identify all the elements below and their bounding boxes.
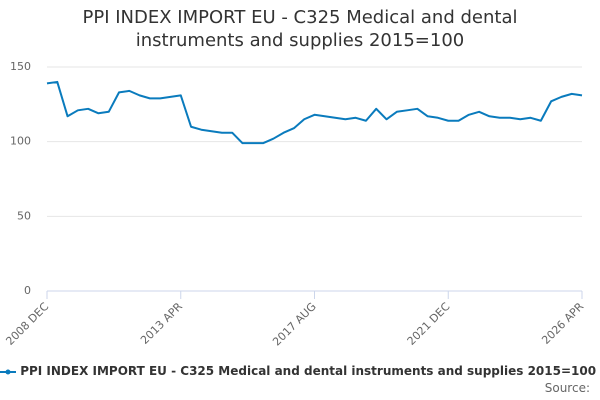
x-tick-label: 2021 DEC (405, 300, 453, 348)
x-tick-label: 2017 AUG (270, 300, 319, 349)
series-line (46, 80, 583, 145)
source: Source: (544, 381, 590, 395)
x-tick-label: 2013 APR (138, 300, 185, 347)
y-tick-label: 0 (24, 284, 31, 297)
legend[interactable]: PPI INDEX IMPORT EU - C325 Medical and d… (0, 364, 600, 378)
legend-symbol (0, 369, 16, 374)
y-tick-label: 100 (10, 135, 31, 148)
x-tick-label: 2026 APR (539, 300, 586, 347)
y-tick-label: 50 (17, 209, 31, 222)
y-tick-label: 150 (10, 60, 31, 73)
legend-label: PPI INDEX IMPORT EU - C325 Medical and d… (20, 364, 597, 378)
legend-dot (5, 369, 11, 374)
x-tick-label: 2008 DEC (3, 300, 51, 348)
chart-title: PPI INDEX IMPORT EU - C325 Medical and d… (82, 7, 518, 51)
